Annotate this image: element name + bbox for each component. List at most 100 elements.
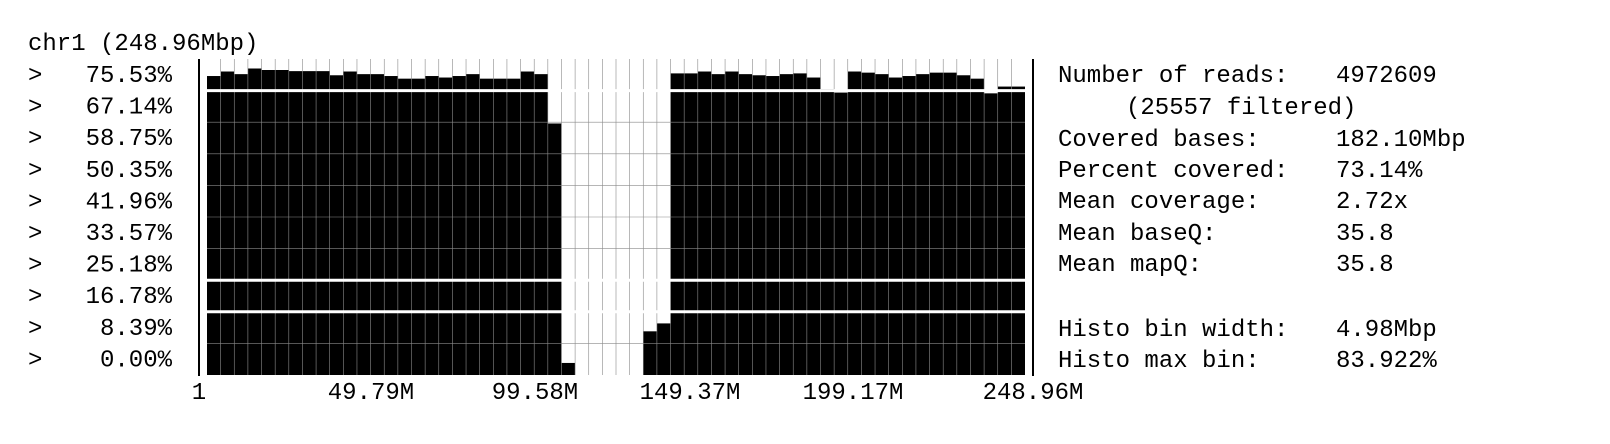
stat-value: 4972609 (1336, 63, 1437, 90)
coverage-bar (943, 72, 957, 375)
y-tick-prefix: > (28, 158, 42, 185)
grid (198, 59, 1034, 375)
coverage-bar (397, 78, 412, 375)
y-tick-prefix: > (28, 126, 42, 153)
coverage-bar (207, 76, 221, 375)
coverage-bar (275, 70, 289, 375)
coverage-bar (820, 89, 835, 376)
coverage-bar (356, 74, 371, 375)
stat-value: 35.8 (1336, 252, 1394, 279)
coverage-bar (779, 74, 794, 375)
stats-panel: Number of reads: 4972609 (25557 filtered) C… (1058, 63, 1466, 375)
y-tick-label: 58.75% (86, 126, 173, 153)
coverage-bar (479, 78, 494, 375)
coverage-bar (670, 73, 685, 375)
coverage-bar (684, 73, 698, 375)
coverage-bar (370, 74, 385, 375)
coverage-bar (711, 74, 726, 375)
axes (198, 59, 1034, 376)
stat-label: Mean mapQ: (1058, 252, 1202, 279)
coverage-bar (220, 71, 235, 375)
stat-value: 2.72x (1336, 189, 1408, 216)
coverage-bar (765, 76, 780, 375)
y-tick-label: 50.35% (86, 158, 173, 185)
coverage-bar (656, 323, 671, 375)
x-tick-labels: 1 49.79M 99.58M 149.37M 199.17M 248.96M (192, 380, 1084, 407)
coverage-bar (902, 76, 916, 375)
x-tick-label: 49.79M (328, 380, 414, 407)
coverage-bar (834, 92, 848, 375)
stat-value: 4.98Mbp (1336, 317, 1437, 344)
y-tick-prefix: > (28, 63, 42, 90)
coverage-bar (261, 70, 276, 375)
coverage-bar (929, 72, 944, 375)
coverage-bar (302, 71, 317, 375)
x-tick-label: 149.37M (640, 380, 741, 407)
coverage-bar (343, 71, 357, 375)
stat-value: (25557 filtered) (1126, 95, 1356, 122)
coverage-bar (888, 77, 903, 375)
coverage-bar (506, 78, 521, 375)
y-tick-prefix: > (28, 253, 42, 280)
coverage-bar (425, 76, 439, 375)
coverage-bar (520, 71, 535, 375)
coverage-bar (915, 74, 930, 375)
coverage-bar (1011, 86, 1025, 375)
coverage-bar (247, 68, 262, 375)
y-tick-label: 8.39% (100, 316, 173, 343)
y-tick-prefix: > (28, 316, 42, 343)
stat-label: Histo max bin: (1058, 348, 1260, 375)
coverage-bar (466, 74, 480, 375)
coverage-bar (956, 75, 971, 376)
stat-value: 73.14% (1336, 158, 1423, 185)
stat-label: Percent covered: (1058, 158, 1288, 185)
y-tick-prefix: > (28, 347, 42, 374)
stat-value: 83.922% (1336, 348, 1437, 375)
coverage-bar (534, 74, 548, 375)
coverage-bar (288, 71, 303, 375)
coverage-bar (384, 76, 398, 375)
coverage-bar (329, 75, 344, 376)
y-tick-prefix: > (28, 189, 42, 216)
coverage-bar (493, 78, 507, 375)
y-tick-label: 41.96% (86, 189, 173, 216)
coverage-bar (643, 331, 657, 375)
coverage-bar (547, 123, 562, 375)
coverage-bar (752, 75, 766, 376)
coverage-bar (234, 74, 248, 375)
coverage-bar (697, 71, 712, 375)
coverage-bar (738, 74, 753, 375)
x-tick-label: 1 (192, 380, 206, 407)
stat-value: 35.8 (1336, 221, 1394, 248)
y-tick-label: 0.00% (100, 347, 173, 374)
y-tick-label: 67.14% (86, 95, 173, 122)
stat-label: Covered bases: (1058, 127, 1260, 154)
coverage-bar (847, 71, 862, 375)
stat-label: Number of reads: (1058, 63, 1288, 90)
coverage-bar (861, 72, 876, 375)
chart-title: chr1 (248.96Mbp) (28, 31, 258, 58)
stat-label: Mean baseQ: (1058, 221, 1216, 248)
coverage-bar (970, 78, 985, 375)
x-tick-label: 199.17M (803, 380, 904, 407)
coverage-bar (997, 86, 1012, 375)
y-tick-labels: >75.53% > 67.14% > 58.75% > 50.35% > 41.96% > 33.5… (28, 63, 173, 374)
y-tick-label: 33.57% (86, 221, 173, 248)
stat-value: 182.10Mbp (1336, 127, 1466, 154)
coverage-bar (411, 78, 426, 375)
y-tick-label: 25.18% (86, 253, 173, 280)
coverage-bar (793, 73, 807, 375)
stat-label: Histo bin width: (1058, 317, 1288, 344)
coverage-bar (452, 76, 467, 375)
coverage-bar (984, 93, 998, 375)
coverage-bar (875, 74, 889, 375)
y-tick-prefix: > (28, 221, 42, 248)
coverage-bar (561, 362, 576, 375)
stat-label: Mean coverage: (1058, 189, 1260, 216)
y-tick-label: 75.53% (86, 63, 173, 90)
bars (207, 68, 1025, 376)
coverage-bar (725, 71, 739, 375)
coverage-bar (806, 77, 821, 375)
x-tick-label: 248.96M (983, 380, 1084, 407)
